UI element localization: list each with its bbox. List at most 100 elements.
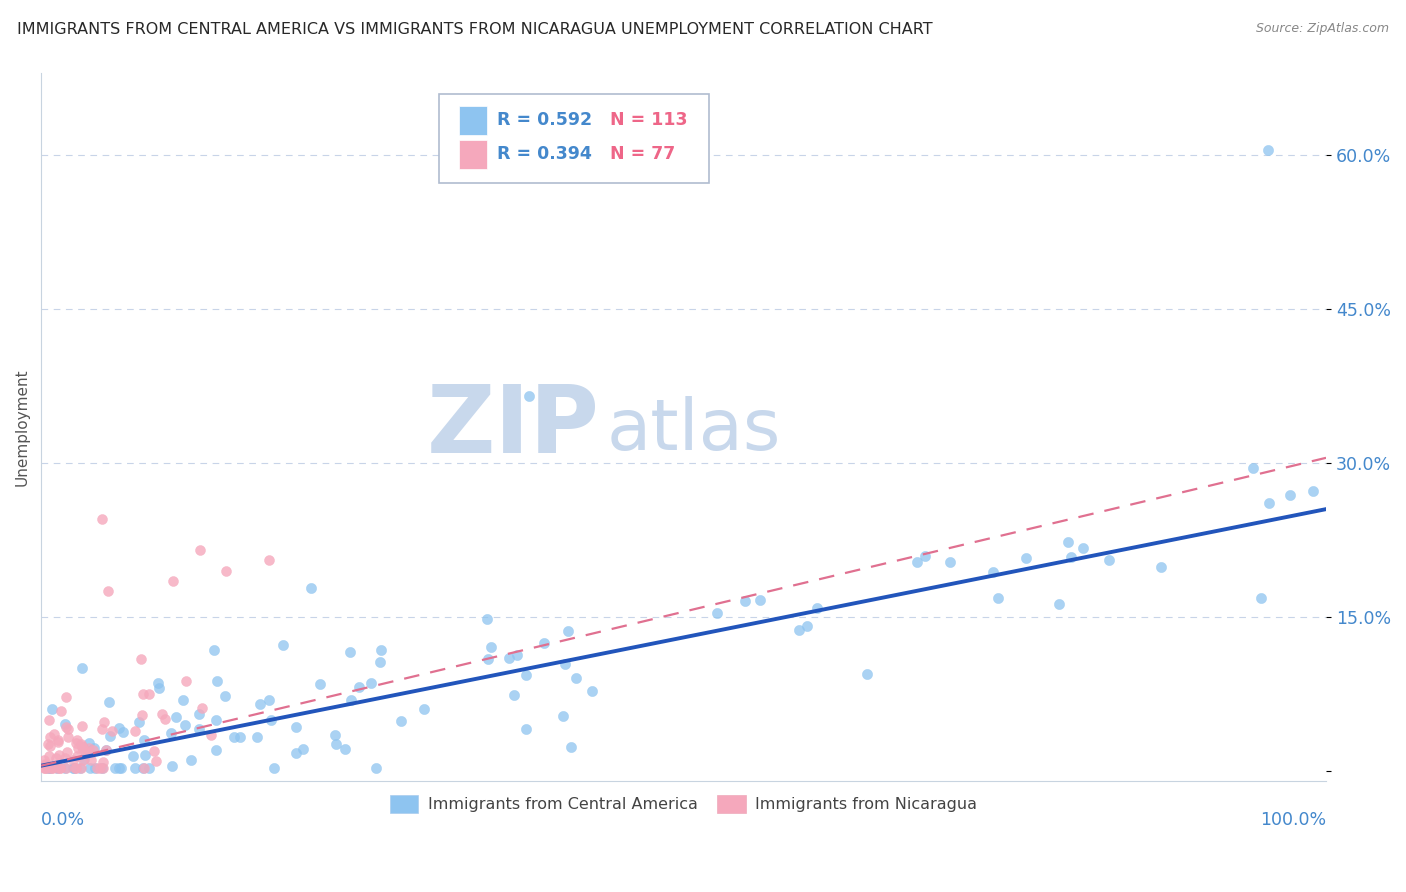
Point [1257,496,1279,510]
Point [1056,534,1078,549]
Point [70,737,93,751]
Point [172,693,194,707]
Point [70,719,93,733]
Point [49,761,72,775]
Point [914,549,936,563]
Point [107,721,129,735]
Point [56,722,79,736]
Point [66,749,89,764]
Point [560,739,582,754]
Point [180,753,202,767]
Point [477,652,499,666]
Point [174,718,197,732]
Point [987,591,1010,606]
Point [187,722,209,736]
Point [39,761,62,775]
Point [515,723,537,737]
Point [1097,552,1119,566]
Point [204,742,226,756]
Point [1150,560,1173,574]
Point [67,740,90,755]
Point [98,729,121,743]
Point [301,581,323,595]
Point [49,705,72,719]
Point [97,584,120,599]
Text: Source: ZipAtlas.com: Source: ZipAtlas.com [1256,22,1389,36]
Point [41,761,63,775]
Point [94,743,117,757]
Point [66,732,89,747]
Point [35,757,58,772]
Point [1073,541,1095,556]
Point [39,758,62,772]
Point [72,741,94,756]
Point [53,751,76,765]
Point [349,680,371,694]
Point [263,761,285,775]
Point [112,725,135,739]
Point [62,761,84,775]
Point [80,753,103,767]
Point [519,389,541,403]
Point [1241,461,1264,475]
Point [37,761,59,775]
FancyBboxPatch shape [440,95,709,183]
Point [389,714,412,728]
Point [86,761,108,775]
Point [162,574,184,588]
Point [98,695,121,709]
Point [131,708,153,723]
Point [162,759,184,773]
Point [142,744,165,758]
Point [49,761,72,775]
Point [107,761,129,775]
Point [148,681,170,695]
Text: ZIP: ZIP [427,381,600,473]
Point [325,737,347,751]
Point [53,717,76,731]
Point [96,743,118,757]
Point [63,761,86,775]
Point [72,753,94,767]
Point [34,761,56,775]
Point [309,677,332,691]
Point [32,761,55,775]
Point [368,655,391,669]
Point [121,749,143,764]
Point [77,736,100,750]
Point [503,688,526,702]
Point [1250,591,1272,605]
Point [104,761,127,775]
Point [45,761,67,775]
Point [32,753,55,767]
Point [515,667,537,681]
Point [366,761,388,775]
Text: atlas: atlas [606,396,780,465]
Point [191,701,214,715]
Point [46,735,69,749]
Point [138,761,160,775]
Point [565,672,588,686]
Point [413,702,436,716]
Point [498,651,520,665]
Point [581,683,603,698]
Point [89,761,111,775]
Text: N = 77: N = 77 [610,145,675,163]
Text: R = 0.394: R = 0.394 [498,145,592,163]
Point [284,720,307,734]
Point [132,733,155,747]
Point [42,727,65,741]
Point [153,712,176,726]
Point [41,761,63,775]
Point [39,730,62,744]
Point [1257,143,1279,157]
Point [83,740,105,755]
Point [145,754,167,768]
Point [1015,551,1038,566]
Point [207,674,229,689]
Point [90,761,112,775]
Point [34,757,56,772]
Point [62,753,84,767]
Point [70,661,93,675]
Point [202,643,225,657]
